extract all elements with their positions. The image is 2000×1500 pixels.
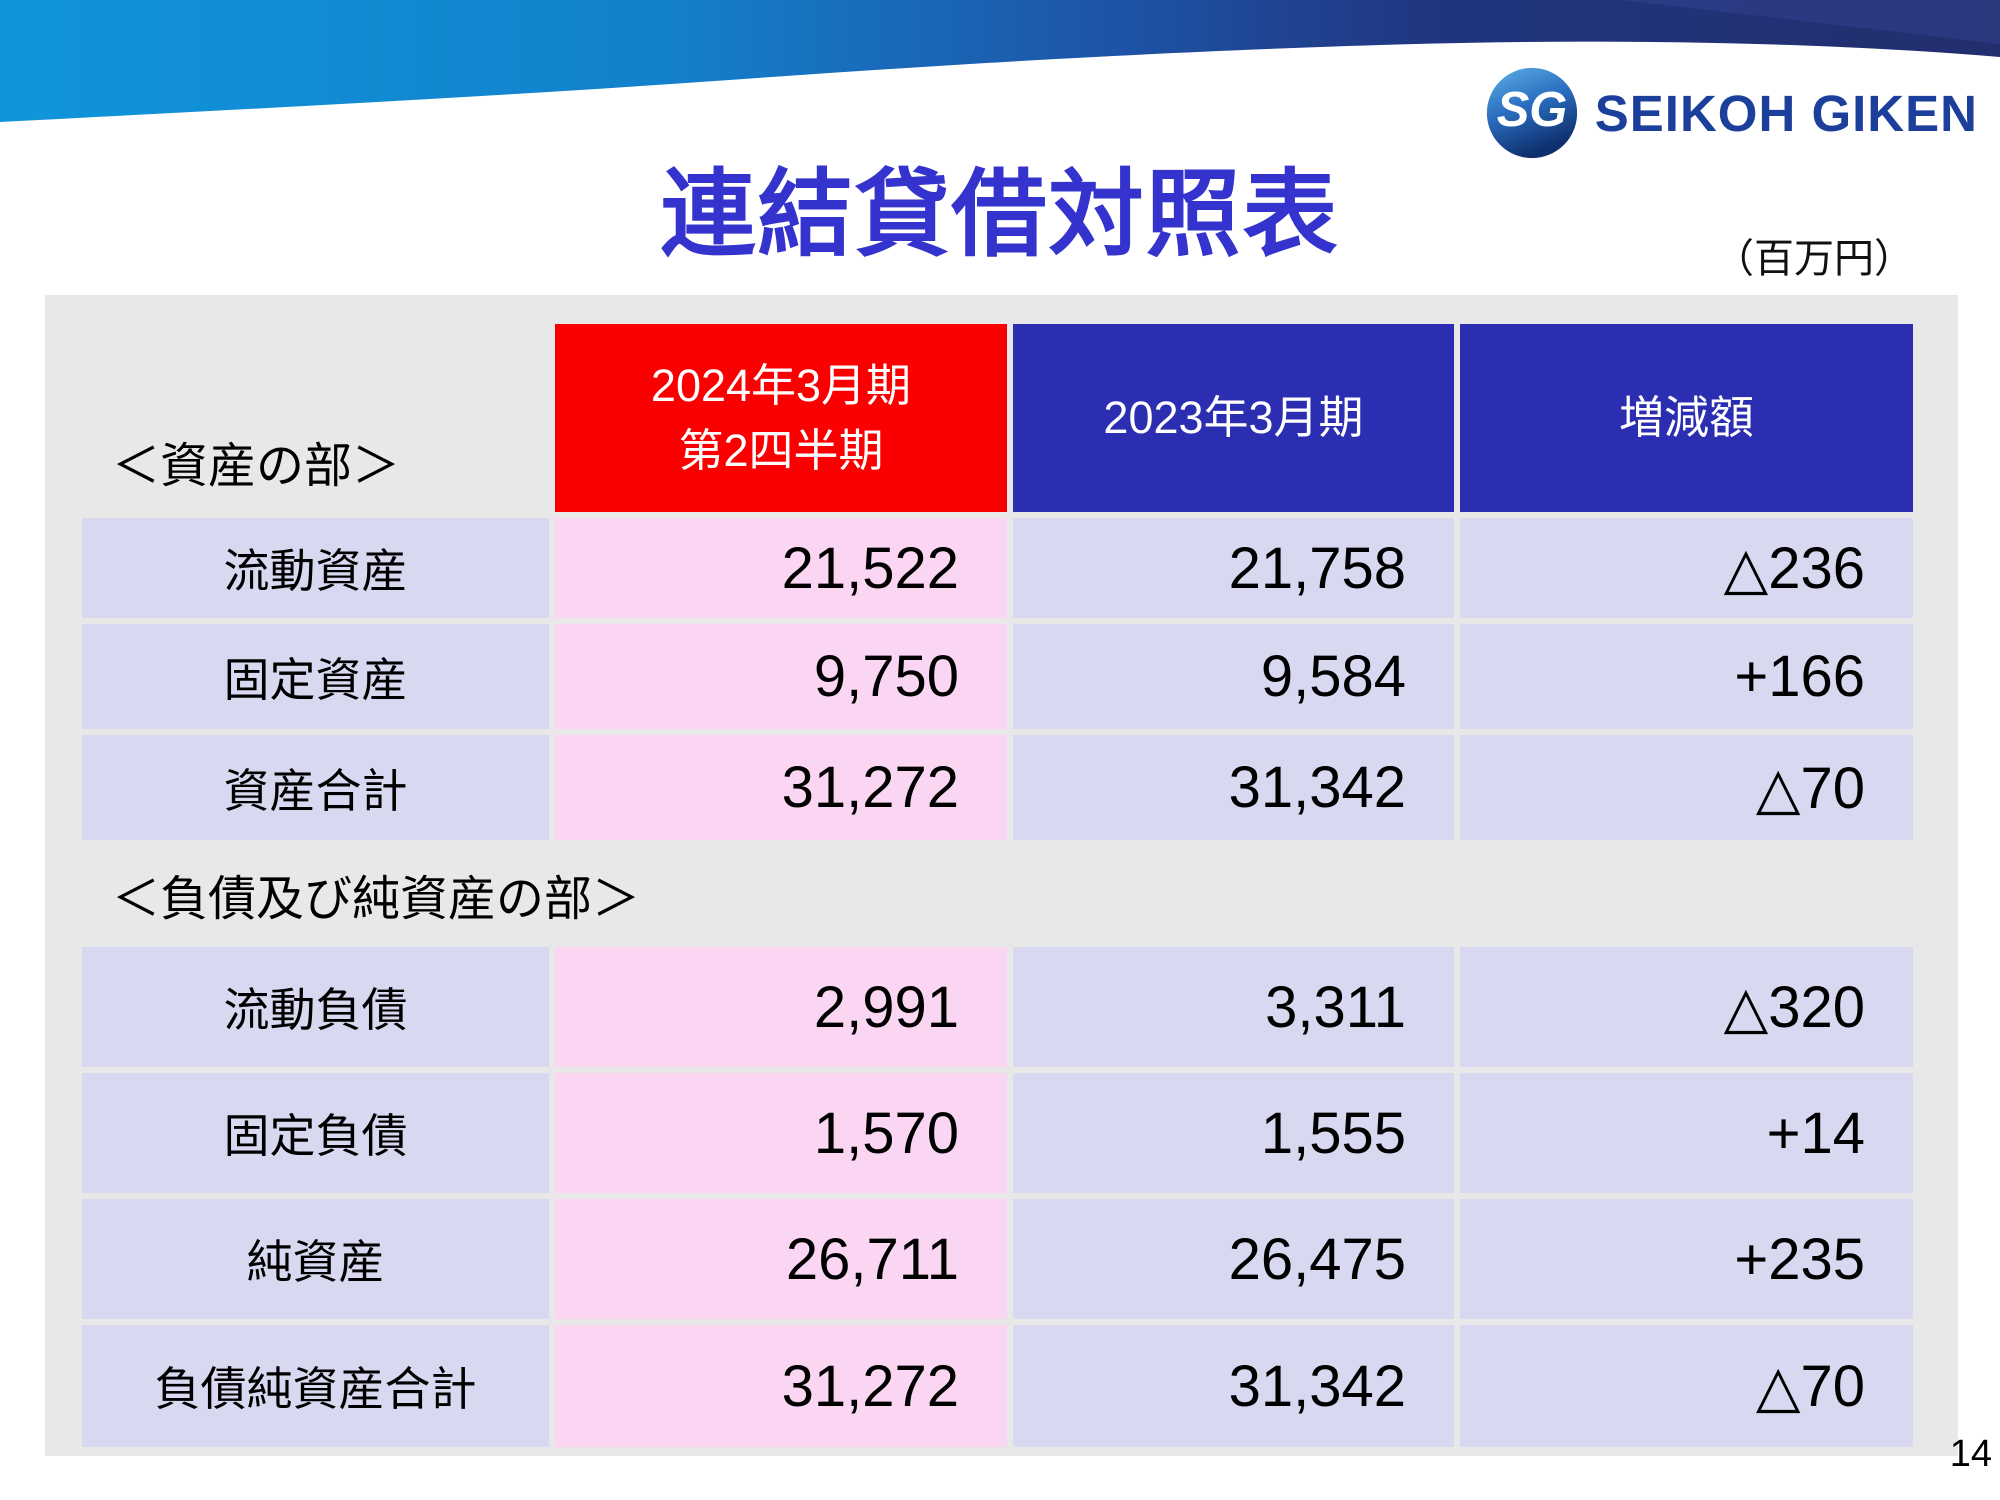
row-label: 資産合計 bbox=[82, 735, 549, 840]
section-liabilities-label: ＜負債及び純資産の部＞ bbox=[112, 872, 641, 926]
page-number: 14 bbox=[1949, 1433, 1992, 1475]
value-change: +235 bbox=[1460, 1199, 1913, 1319]
value-previous: 9,584 bbox=[1013, 624, 1454, 729]
col-header-previous: 2023年3月期 bbox=[1013, 324, 1454, 512]
value-change: △70 bbox=[1460, 735, 1913, 840]
header-wave-banner bbox=[0, 0, 2000, 122]
row-label: 固定負債 bbox=[82, 1073, 549, 1193]
value-previous: 26,475 bbox=[1013, 1199, 1454, 1319]
row-label: 固定資産 bbox=[82, 624, 549, 729]
value-change: △236 bbox=[1460, 518, 1913, 618]
value-previous: 31,342 bbox=[1013, 735, 1454, 840]
value-current: 9,750 bbox=[555, 624, 1007, 729]
unit-label: （百万円） bbox=[1714, 237, 1914, 281]
balance-sheet-table: ＜資産の部＞ 2024年3月期 第2四半期 2023年3月期 増減額 流動資産 … bbox=[45, 295, 1958, 1456]
row-label: 純資産 bbox=[82, 1199, 549, 1319]
value-current: 26,711 bbox=[555, 1199, 1007, 1319]
value-current: 31,272 bbox=[555, 735, 1007, 840]
value-current: 31,272 bbox=[555, 1325, 1007, 1447]
wave-shape bbox=[0, 0, 2000, 122]
page-title: 連結貸借対照表 bbox=[660, 162, 1340, 268]
col-header-change: 増減額 bbox=[1460, 324, 1913, 512]
value-change: △320 bbox=[1460, 947, 1913, 1067]
company-logo: SG SEIKOH GIKEN bbox=[1485, 66, 1978, 160]
logo-globe-icon: SG bbox=[1486, 67, 1577, 159]
value-change: +166 bbox=[1460, 624, 1913, 729]
value-current: 21,522 bbox=[555, 518, 1007, 618]
logo-monogram: SG bbox=[1496, 83, 1567, 137]
col-header-current: 2024年3月期 第2四半期 bbox=[555, 324, 1007, 512]
row-label: 流動資産 bbox=[82, 518, 549, 618]
value-current: 1,570 bbox=[555, 1073, 1007, 1193]
logo-company-name: SEIKOH GIKEN bbox=[1594, 84, 1978, 142]
row-label: 負債純資産合計 bbox=[82, 1325, 549, 1447]
row-label: 流動負債 bbox=[82, 947, 549, 1067]
value-previous: 3,311 bbox=[1013, 947, 1454, 1067]
value-current: 2,991 bbox=[555, 947, 1007, 1067]
value-previous: 31,342 bbox=[1013, 1325, 1454, 1447]
value-previous: 1,555 bbox=[1013, 1073, 1454, 1193]
wave-highlight bbox=[1620, 0, 2000, 44]
section-assets-label: ＜資産の部＞ bbox=[112, 440, 401, 493]
value-previous: 21,758 bbox=[1013, 518, 1454, 618]
value-change: +14 bbox=[1460, 1073, 1913, 1193]
value-change: △70 bbox=[1460, 1325, 1913, 1447]
